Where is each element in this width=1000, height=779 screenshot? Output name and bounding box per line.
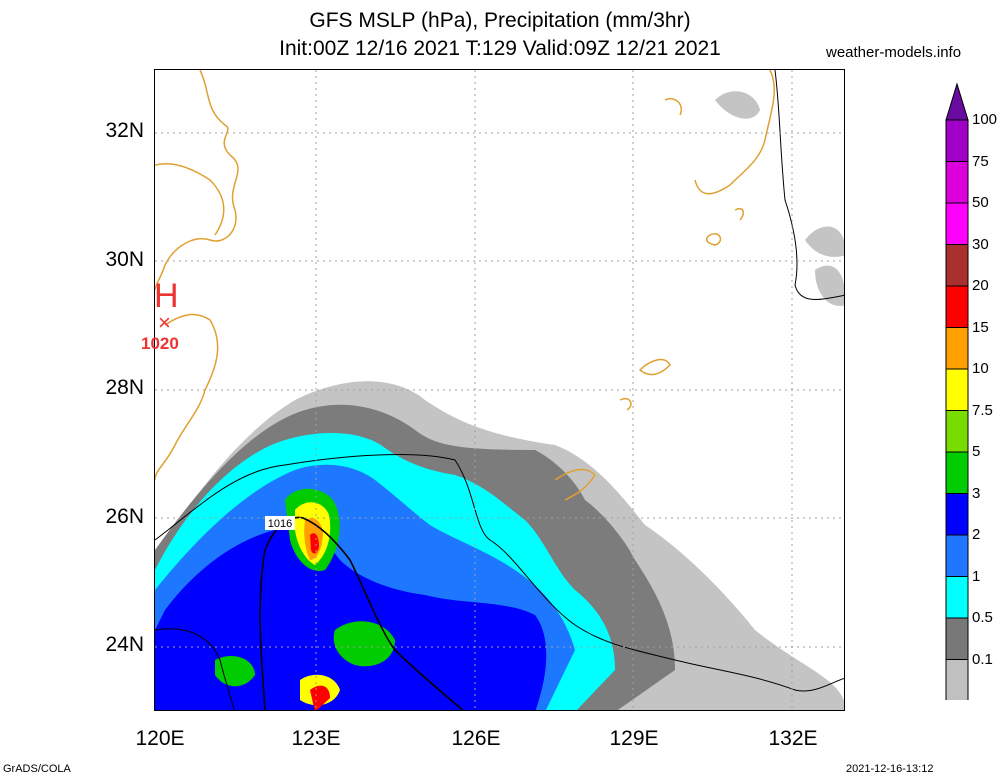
footer-software: GrADS/COLA: [3, 763, 71, 775]
lat-label-26n: 26N: [105, 505, 144, 528]
colorbar-swatch: [945, 534, 969, 577]
colorbar-swatch: [945, 285, 969, 328]
map-panel: 1016: [154, 69, 845, 711]
precip-darkblue-3: [155, 529, 547, 710]
colorbar-swatch: [945, 617, 969, 660]
map-canvas: 1016: [155, 70, 844, 710]
coastline: [155, 70, 776, 501]
chart-title-line1: GFS MSLP (hPa), Precipitation (mm/3hr): [309, 9, 691, 32]
lat-label-28n: 28N: [105, 376, 144, 399]
lon-label-129e: 129E: [609, 727, 659, 750]
political-border: [155, 70, 844, 710]
colorbar-swatch: [945, 161, 969, 204]
colorbar-label: 2: [972, 526, 981, 543]
high-pressure-value: 1020: [141, 334, 179, 353]
isobar-label-text: 1016: [268, 518, 292, 530]
colorbar-label: 7.5: [972, 401, 993, 419]
colorbar-swatch: [945, 493, 969, 536]
precip-colorbar: [945, 82, 969, 700]
footer-timestamp: 2021-12-16-13:12: [846, 763, 934, 775]
colorbar-swatch: [945, 368, 969, 411]
isobar-1016: [259, 516, 464, 710]
colorbar-swatch: [945, 327, 969, 370]
colorbar-label: 30: [972, 235, 989, 253]
colorbar-top-arrow: [945, 82, 969, 121]
colorbar-label: 5: [972, 443, 981, 460]
lon-label-123e: 123E: [291, 727, 341, 750]
precip-red-20: [310, 533, 330, 710]
colorbar-swatch: [945, 659, 969, 700]
high-pressure-center-marker: ×: [158, 310, 171, 335]
colorbar-label: 1: [972, 567, 981, 585]
colorbar-label: 100: [972, 111, 998, 128]
chart-title-line2: Init:00Z 12/16 2021 T:129 Valid:09Z 12/2…: [279, 37, 721, 60]
colorbar-label: 75: [972, 152, 989, 170]
colorbar-swatch: [945, 119, 969, 162]
lon-label-132e: 132E: [768, 727, 818, 750]
colorbar-label: 10: [972, 360, 989, 377]
colorbar-swatch: [945, 244, 969, 287]
colorbar-swatch: [945, 451, 969, 494]
colorbar-swatch: [945, 576, 969, 619]
colorbar-label: 50: [972, 194, 989, 211]
colorbar-swatch: [945, 202, 969, 245]
colorbar-label: 3: [972, 484, 981, 502]
isobar-label: 1016: [265, 516, 295, 530]
colorbar-swatch: [945, 410, 969, 453]
lon-label-120e: 120E: [135, 727, 185, 750]
lat-label-32n: 32N: [105, 119, 144, 142]
colorbar-label: 0.1: [972, 650, 993, 668]
high-pressure-symbol: H: [154, 277, 179, 315]
site-credit: weather-models.info: [826, 44, 962, 61]
lon-label-126e: 126E: [451, 727, 501, 750]
colorbar-label: 15: [972, 318, 989, 336]
colorbar-label: 20: [972, 277, 989, 294]
colorbar-label: 0.5: [972, 609, 993, 626]
lat-label-24n: 24N: [105, 633, 144, 656]
lat-label-30n: 30N: [105, 248, 144, 271]
